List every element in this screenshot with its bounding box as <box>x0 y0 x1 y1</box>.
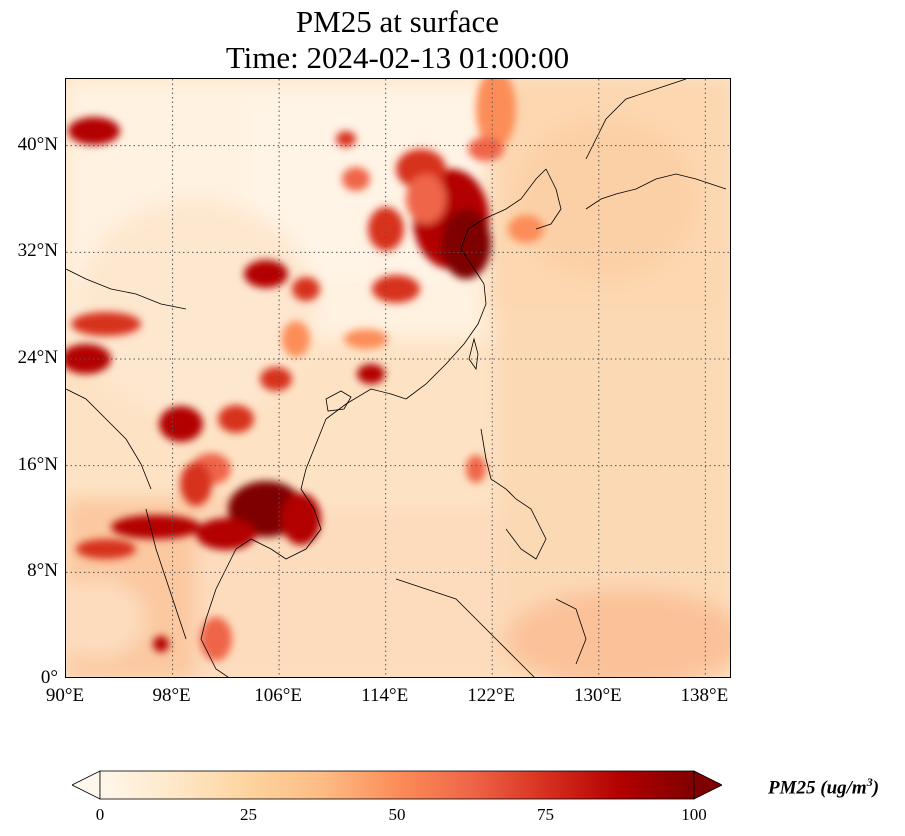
map-time-subtitle: Time: 2024-02-13 01:00:00 <box>225 40 570 75</box>
pm25-map-canvas <box>66 79 730 677</box>
colorbar-high-extend-arrow <box>693 770 722 800</box>
colorbar-tick-label: 100 <box>681 805 707 824</box>
lon-tick-label: 90°E <box>45 685 85 706</box>
map-title: PM25 at surface <box>295 4 500 39</box>
lon-tick-label: 114°E <box>361 685 409 706</box>
lon-tick-label: 130°E <box>573 685 622 706</box>
colorbar-title: PM25 (ug/m3) <box>768 775 880 799</box>
lon-tick-label: 106°E <box>254 685 302 706</box>
coastlines <box>66 79 727 677</box>
lat-tick-label: 16°N <box>17 453 58 475</box>
lon-tick-label: 138°E <box>680 685 729 706</box>
colorbar-tick-label: 0 <box>95 805 105 824</box>
lon-tick-label: 122°E <box>467 685 516 706</box>
lat-tick-label: 40°N <box>17 133 58 155</box>
colorbar-low-extend-arrow <box>72 770 101 800</box>
lon-tick-label: 98°E <box>152 685 191 706</box>
colorbar-tick-label: 75 <box>537 805 554 824</box>
pm25-hotspots <box>66 79 544 661</box>
lat-tick-label: 24°N <box>17 347 58 368</box>
lat-tick-label: 0° <box>40 667 58 688</box>
colorbar-tick-label: 25 <box>240 805 257 824</box>
colorbar-gradient <box>99 770 695 800</box>
pm25-colorbar <box>72 770 722 800</box>
lat-tick-label: 32°N <box>17 240 58 262</box>
map-panel[interactable] <box>65 78 731 678</box>
colorbar-tick-label: 50 <box>388 805 406 824</box>
map-gridlines <box>66 79 730 677</box>
lat-tick-label: 8°N <box>27 560 58 582</box>
